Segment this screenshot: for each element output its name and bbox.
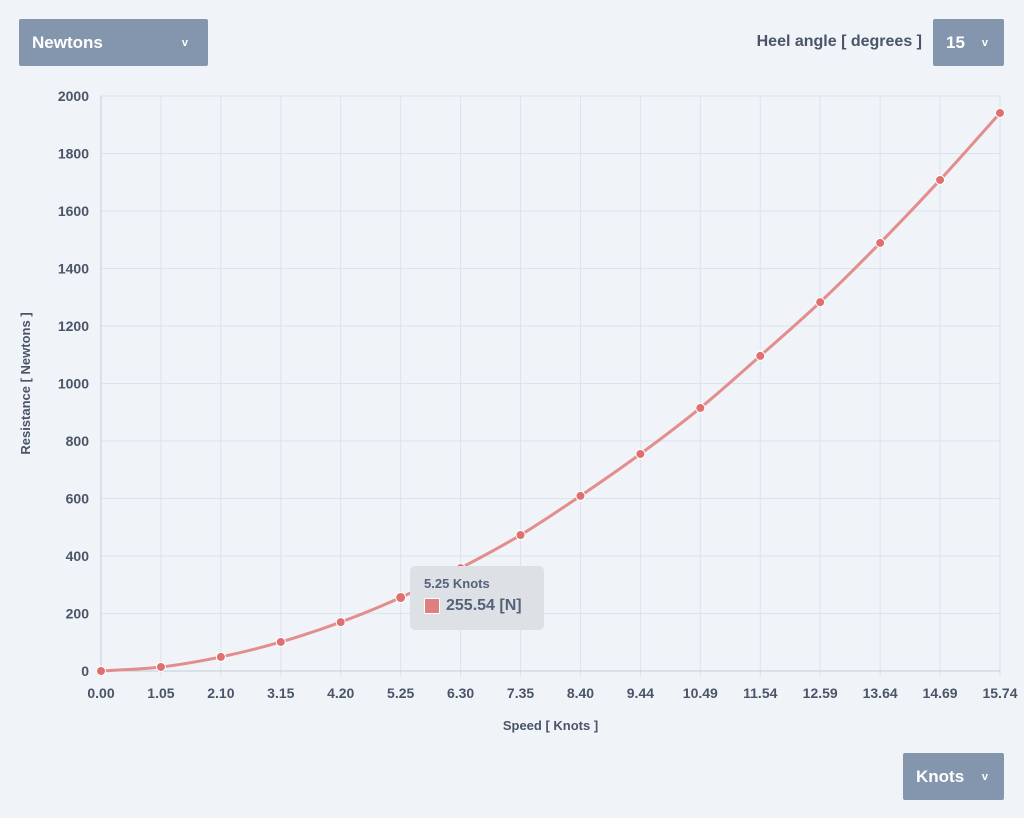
- y-tick-label: 1000: [58, 376, 89, 392]
- data-point: [755, 350, 766, 361]
- data-point: [575, 490, 586, 501]
- speed-unit-select[interactable]: Knots v: [903, 753, 1004, 800]
- x-tick-label: 10.49: [683, 685, 718, 701]
- data-point: [935, 174, 946, 185]
- x-tick-label: 2.10: [207, 685, 234, 701]
- chart-tooltip: 5.25 Knots 255.54 [N]: [410, 566, 544, 630]
- y-tick-label: 1800: [58, 146, 89, 162]
- x-tick-label: 11.54: [743, 685, 777, 701]
- x-tick-label: 15.74: [982, 685, 1017, 701]
- x-tick-label: 9.44: [627, 685, 654, 701]
- tooltip-swatch: [424, 598, 440, 614]
- data-point: [335, 617, 346, 628]
- x-tick-label: 12.59: [803, 685, 838, 701]
- data-point: [695, 402, 706, 413]
- data-point: [515, 530, 526, 541]
- y-tick-label: 1600: [58, 203, 89, 219]
- data-point: [275, 636, 286, 647]
- data-point: [395, 592, 407, 604]
- y-tick-label: 2000: [58, 88, 89, 104]
- x-tick-label: 13.64: [863, 685, 898, 701]
- data-point: [875, 237, 886, 248]
- heel-angle-select[interactable]: 15 v: [933, 19, 1004, 66]
- x-tick-label: 8.40: [567, 685, 594, 701]
- x-tick-label: 3.15: [267, 685, 294, 701]
- x-tick-label: 14.69: [923, 685, 958, 701]
- y-tick-label: 800: [66, 433, 90, 449]
- y-axis-title: Resistance [ Newtons ]: [18, 312, 33, 454]
- data-point: [215, 651, 226, 662]
- tooltip-value: 255.54 [N]: [446, 597, 522, 614]
- speed-unit-value: Knots: [916, 766, 965, 786]
- x-tick-label: 1.05: [147, 685, 174, 701]
- x-tick-label: 7.35: [507, 685, 534, 701]
- y-tick-label: 1400: [58, 261, 89, 277]
- x-axis-title: Speed [ Knots ]: [503, 718, 598, 733]
- x-tick-label: 6.30: [447, 685, 474, 701]
- heel-angle-label: Heel angle [ degrees ]: [756, 33, 922, 50]
- y-tick-label: 1200: [58, 318, 89, 334]
- x-tick-label: 4.20: [327, 685, 354, 701]
- tooltip-title: 5.25 Knots: [424, 576, 490, 591]
- unit-select[interactable]: Newtons v: [19, 19, 208, 66]
- series-line: [100, 111, 1002, 673]
- y-tick-label: 0: [81, 663, 89, 679]
- chevron-down-icon: v: [981, 770, 988, 783]
- y-tick-label: 200: [66, 606, 90, 622]
- data-point: [96, 666, 106, 676]
- chevron-down-icon: v: [981, 36, 988, 49]
- data-point: [815, 297, 826, 308]
- y-tick-label: 400: [66, 548, 90, 564]
- x-tick-label: 5.25: [387, 685, 414, 701]
- y-tick-label: 600: [66, 491, 90, 507]
- data-point: [995, 107, 1005, 118]
- unit-select-value: Newtons: [32, 32, 103, 52]
- heel-angle-value: 15: [946, 32, 965, 52]
- x-tick-label: 0.00: [87, 685, 114, 701]
- data-point: [635, 448, 646, 459]
- data-point: [155, 661, 166, 672]
- chevron-down-icon: v: [181, 36, 188, 49]
